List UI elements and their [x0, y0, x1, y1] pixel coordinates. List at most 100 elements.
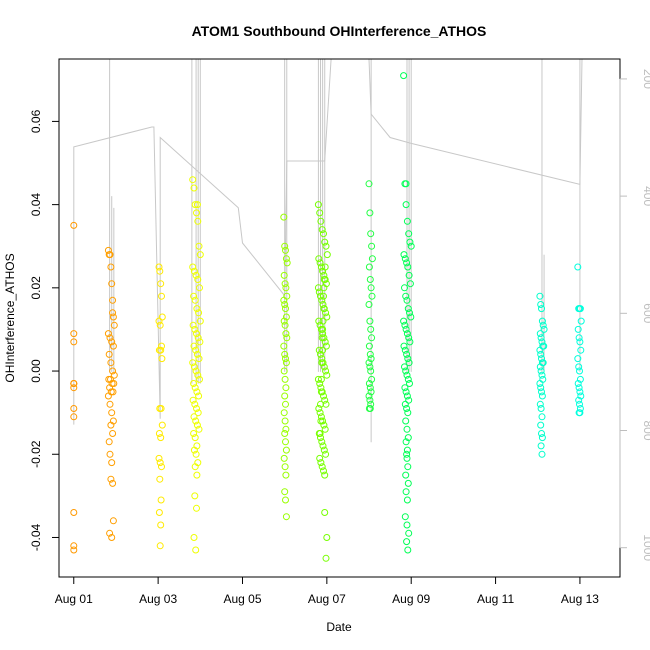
data-point: [190, 363, 198, 371]
data-point: [70, 509, 78, 516]
data-point: [155, 263, 163, 271]
data-point: [196, 338, 204, 346]
data-point: [403, 425, 411, 433]
data-point: [317, 417, 325, 425]
data-point: [314, 201, 322, 209]
data-point: [322, 554, 330, 562]
data-point: [108, 534, 116, 541]
data-point: [193, 209, 200, 217]
data-point: [193, 330, 200, 338]
data-point: [320, 230, 327, 238]
data-point: [156, 459, 164, 467]
data-point: [536, 363, 544, 371]
data-point: [106, 251, 114, 259]
data-point: [404, 546, 412, 554]
data-point: [193, 405, 200, 412]
data-point: [108, 459, 116, 467]
data-point: [316, 430, 324, 437]
series-2: [155, 263, 166, 550]
data-point: [406, 338, 414, 346]
data-point: [109, 342, 117, 350]
data-point: [323, 251, 331, 259]
data-point: [404, 409, 412, 417]
data-point: [315, 405, 323, 412]
data-point: [320, 467, 327, 475]
data-point: [367, 388, 375, 396]
data-point: [536, 380, 544, 387]
data-point: [402, 292, 410, 300]
data-point: [576, 375, 584, 383]
data-point: [282, 330, 290, 338]
data-point: [191, 492, 199, 500]
data-point: [283, 259, 291, 267]
data-point: [402, 417, 410, 425]
x-axis-label: Date: [326, 620, 352, 634]
data-point: [281, 392, 289, 400]
data-point: [368, 242, 376, 250]
data-point: [282, 284, 290, 292]
data-point: [403, 405, 411, 412]
data-point: [320, 421, 328, 429]
data-point: [322, 367, 330, 375]
data-point: [318, 438, 326, 446]
data-point: [404, 375, 412, 383]
data-point: [189, 263, 197, 271]
data-point: [538, 434, 546, 442]
y-tick-label-2: 0.00: [29, 359, 43, 383]
data-point: [540, 342, 548, 350]
data-point: [538, 338, 546, 346]
data-point: [108, 409, 116, 417]
data-point: [400, 72, 408, 80]
data-point: [193, 305, 201, 313]
data-point: [317, 384, 325, 392]
secondary-tick-label-1: 400: [641, 186, 650, 206]
data-point: [365, 392, 373, 400]
y-axis: -0.04 -0.02 0.00 0.02 0.04 0.06: [29, 109, 60, 551]
data-point: [156, 267, 164, 275]
data-point: [319, 346, 327, 354]
data-point: [192, 450, 200, 458]
data-point: [158, 292, 165, 300]
data-point: [282, 400, 289, 408]
data-point: [106, 334, 114, 342]
data-point: [403, 538, 411, 546]
data-point: [109, 313, 117, 321]
data-point: [107, 421, 115, 429]
data-point: [400, 317, 408, 325]
data-point: [368, 255, 376, 263]
x-tick-label-0: Aug 01: [55, 592, 93, 606]
data-point: [367, 325, 375, 333]
data-point: [406, 238, 414, 246]
data-point: [403, 454, 411, 462]
data-point: [537, 384, 545, 392]
data-point: [323, 371, 331, 379]
data-point: [402, 180, 410, 188]
data-point: [365, 180, 373, 188]
data-point: [190, 430, 198, 437]
data-point: [318, 355, 326, 363]
data-point: [537, 405, 545, 412]
secondary-y-axis: 200 400 600 800 1000: [619, 69, 650, 561]
data-point: [576, 400, 583, 408]
plot-frame: [58, 58, 621, 578]
data-point: [368, 292, 376, 300]
data-point: [576, 409, 584, 417]
x-axis: Aug 01 Aug 03 Aug 05 Aug 07 Aug 09 Aug 11 Aug …: [55, 576, 599, 606]
data-point: [281, 430, 289, 437]
data-point: [402, 325, 410, 333]
data-point: [156, 475, 164, 483]
data-point: [195, 242, 203, 250]
data-point: [70, 542, 78, 550]
data-point: [109, 367, 117, 375]
data-point: [317, 388, 325, 396]
data-point: [317, 292, 324, 300]
data-point: [318, 463, 326, 471]
data-point: [576, 388, 584, 396]
data-point: [109, 430, 117, 437]
data-point: [318, 359, 326, 367]
data-point: [196, 375, 203, 383]
data-point: [537, 334, 545, 342]
data-point: [282, 496, 289, 504]
data-point: [317, 434, 324, 442]
data-point: [321, 471, 329, 479]
